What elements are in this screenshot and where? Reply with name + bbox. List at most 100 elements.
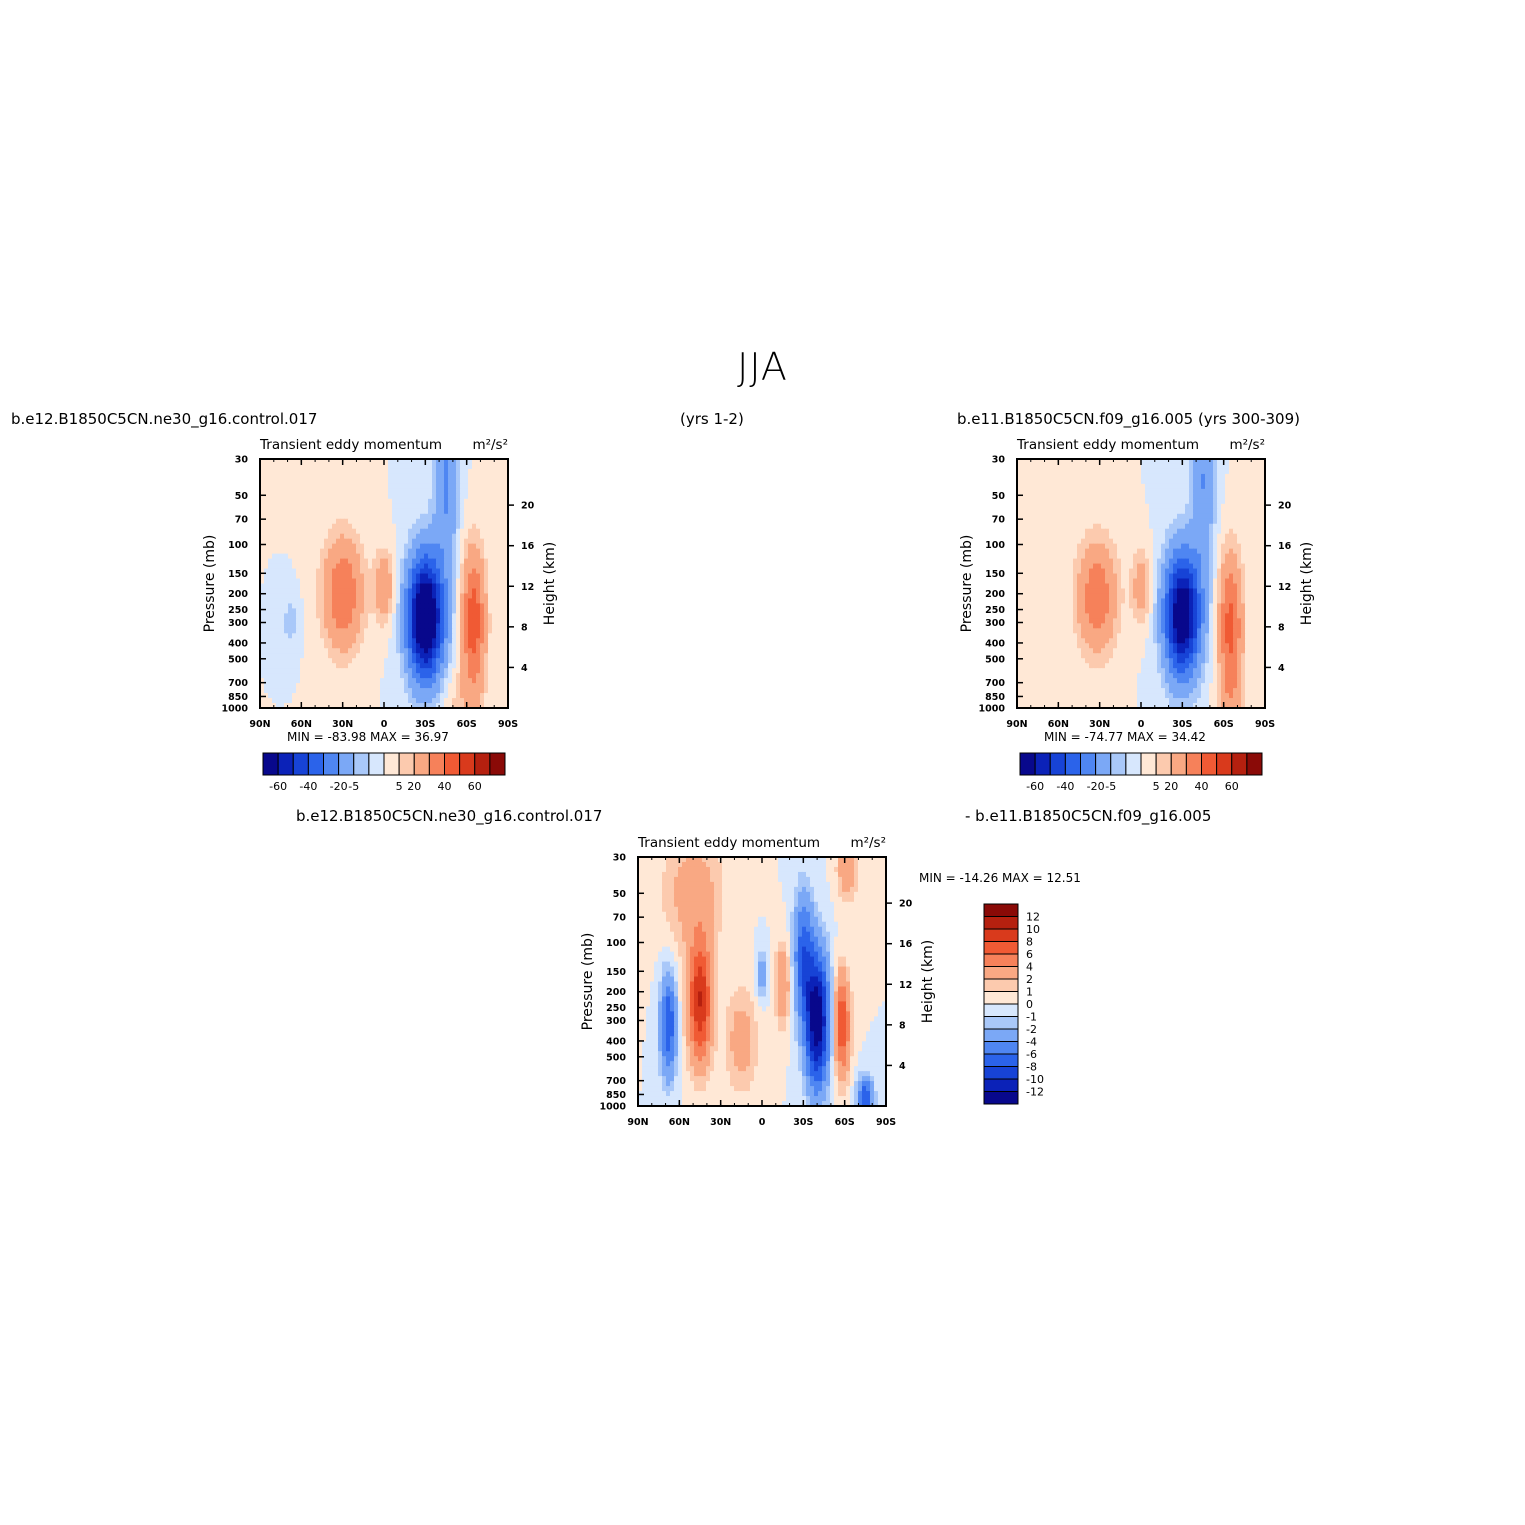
field-cell	[1177, 553, 1182, 560]
field-cell	[336, 533, 341, 540]
field-cell	[400, 688, 405, 694]
field-cell	[332, 498, 337, 505]
field-cell	[360, 683, 365, 689]
field-cell	[1145, 463, 1150, 470]
field-cell	[424, 538, 429, 545]
field-cell	[264, 683, 269, 689]
field-cell	[488, 468, 493, 475]
field-cell	[1177, 508, 1182, 515]
field-cell	[264, 513, 269, 520]
field-cell	[500, 478, 505, 485]
field-cell	[1241, 558, 1246, 565]
field-cell	[404, 673, 409, 679]
field-cell	[432, 523, 437, 530]
field-cell	[1181, 518, 1186, 525]
field-cell	[352, 673, 357, 679]
field-cell	[312, 668, 317, 674]
field-cell	[1185, 543, 1190, 550]
field-cell	[332, 503, 337, 510]
field-cell	[1181, 508, 1186, 515]
field-cell	[1217, 558, 1222, 565]
field-cell	[1221, 533, 1226, 540]
field-cell	[1073, 488, 1078, 495]
field-cell	[292, 693, 297, 699]
field-cell	[352, 678, 357, 684]
field-cell	[412, 688, 417, 694]
field-cell	[312, 463, 317, 470]
field-cell	[332, 683, 337, 689]
field-cell	[456, 478, 461, 485]
field-cell	[436, 493, 441, 500]
field-cell	[488, 543, 493, 550]
field-cell	[492, 593, 497, 600]
field-cell	[272, 553, 277, 560]
field-cell	[1105, 468, 1110, 475]
field-cell	[320, 503, 325, 510]
field-cell	[1077, 493, 1082, 500]
field-cell	[1065, 538, 1070, 545]
field-cell	[412, 613, 417, 619]
field-cell	[276, 459, 281, 465]
field-cell	[284, 468, 289, 475]
field-cell	[484, 578, 489, 585]
field-cell	[352, 648, 357, 654]
field-cell	[296, 643, 301, 649]
field-cell	[1217, 473, 1222, 480]
field-cell	[1093, 513, 1098, 520]
field-cell	[1225, 478, 1230, 485]
field-cell	[292, 678, 297, 684]
field-cell	[1093, 468, 1098, 475]
field-cell	[496, 643, 501, 649]
field-cell	[1121, 568, 1126, 575]
field-cell	[444, 543, 449, 550]
field-cell	[304, 468, 309, 475]
field-cell	[468, 603, 473, 609]
field-cell	[268, 513, 273, 520]
field-cell	[452, 483, 457, 490]
field-cell	[1153, 498, 1158, 505]
field-cell	[1045, 568, 1050, 575]
field-cell	[492, 678, 497, 684]
field-cell	[1177, 523, 1182, 530]
field-cell	[464, 583, 469, 590]
field-cell	[424, 638, 429, 644]
field-cell	[1229, 533, 1234, 540]
field-cell	[1025, 508, 1030, 515]
field-cell	[1129, 473, 1134, 480]
field-cell	[1049, 558, 1054, 565]
field-cell	[1253, 568, 1258, 575]
field-cell	[272, 518, 277, 525]
field-cell	[312, 558, 317, 565]
field-cell	[1133, 553, 1138, 560]
field-cell	[276, 688, 281, 694]
field-cell	[1157, 538, 1162, 545]
field-cell	[316, 678, 321, 684]
field-cell	[1217, 478, 1222, 485]
field-cell	[1197, 528, 1202, 535]
field-cell	[284, 488, 289, 495]
field-cell	[444, 633, 449, 639]
field-cell	[488, 508, 493, 515]
field-cell	[1245, 468, 1250, 475]
field-cell	[1229, 488, 1234, 495]
field-cell	[1173, 498, 1178, 505]
field-cell	[376, 473, 381, 480]
field-cell	[412, 648, 417, 654]
field-cell	[1033, 463, 1038, 470]
field-cell	[484, 683, 489, 689]
field-cell	[304, 598, 309, 605]
field-cell	[280, 613, 285, 619]
field-cell	[1249, 518, 1254, 525]
field-cell	[316, 583, 321, 590]
field-cell	[404, 568, 409, 575]
field-cell	[1145, 558, 1150, 565]
field-cell	[300, 483, 305, 490]
field-cell	[344, 493, 349, 500]
field-cell	[268, 668, 273, 674]
field-cell	[1137, 533, 1142, 540]
field-cell	[360, 543, 365, 550]
field-cell	[384, 698, 389, 704]
field-cell	[460, 543, 465, 550]
field-cell	[1257, 513, 1262, 520]
field-cell	[372, 688, 377, 694]
